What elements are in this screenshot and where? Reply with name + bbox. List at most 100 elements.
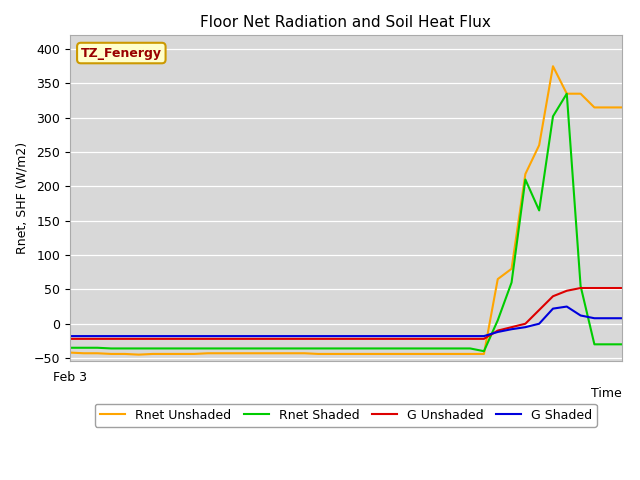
Rnet Unshaded: [314, 351, 322, 357]
Rnet Shaded: [190, 346, 198, 351]
G Shaded: [522, 324, 529, 330]
Rnet Unshaded: [121, 351, 129, 357]
G Shaded: [535, 321, 543, 326]
Rnet Shaded: [135, 346, 143, 351]
G Unshaded: [549, 293, 557, 299]
G Shaded: [204, 333, 212, 339]
Rnet Unshaded: [259, 350, 267, 356]
Line: Rnet Unshaded: Rnet Unshaded: [70, 66, 622, 355]
G Unshaded: [163, 336, 170, 342]
G Unshaded: [591, 285, 598, 291]
Rnet Unshaded: [618, 105, 626, 110]
Rnet Unshaded: [508, 266, 515, 272]
G Unshaded: [342, 336, 349, 342]
G Unshaded: [370, 336, 378, 342]
Line: G Shaded: G Shaded: [70, 307, 622, 336]
Rnet Unshaded: [370, 351, 378, 357]
G Shaded: [66, 333, 74, 339]
Rnet Unshaded: [467, 351, 474, 357]
G Unshaded: [397, 336, 405, 342]
Rnet Shaded: [508, 280, 515, 286]
Rnet Unshaded: [356, 351, 364, 357]
G Unshaded: [232, 336, 239, 342]
Rnet Unshaded: [591, 105, 598, 110]
G Shaded: [93, 333, 101, 339]
Rnet Shaded: [218, 346, 225, 351]
G Shaded: [452, 333, 460, 339]
Rnet Shaded: [301, 346, 308, 351]
Rnet Unshaded: [452, 351, 460, 357]
Legend: Rnet Unshaded, Rnet Shaded, G Unshaded, G Shaded: Rnet Unshaded, Rnet Shaded, G Unshaded, …: [95, 404, 597, 427]
Rnet Shaded: [163, 346, 170, 351]
G Shaded: [563, 304, 571, 310]
G Unshaded: [618, 285, 626, 291]
G Shaded: [108, 333, 115, 339]
G Shaded: [121, 333, 129, 339]
Rnet Unshaded: [245, 350, 253, 356]
G Shaded: [383, 333, 391, 339]
Rnet Unshaded: [218, 350, 225, 356]
G Shaded: [480, 333, 488, 339]
Rnet Unshaded: [148, 351, 156, 357]
G Shaded: [287, 333, 294, 339]
Rnet Unshaded: [549, 63, 557, 69]
G Shaded: [438, 333, 446, 339]
G Shaded: [232, 333, 239, 339]
G Shaded: [425, 333, 433, 339]
G Shaded: [494, 329, 502, 335]
Rnet Unshaded: [93, 350, 101, 356]
Rnet Shaded: [452, 346, 460, 351]
Rnet Unshaded: [301, 350, 308, 356]
G Shaded: [80, 333, 88, 339]
Rnet Shaded: [177, 346, 184, 351]
G Unshaded: [494, 328, 502, 334]
Rnet Shaded: [467, 346, 474, 351]
Rnet Shaded: [549, 113, 557, 119]
Rnet Shaded: [522, 177, 529, 182]
Rnet Shaded: [245, 346, 253, 351]
Rnet Shaded: [535, 207, 543, 213]
G Unshaded: [287, 336, 294, 342]
Rnet Unshaded: [494, 276, 502, 282]
G Shaded: [190, 333, 198, 339]
Rnet Unshaded: [163, 351, 170, 357]
Rnet Shaded: [232, 346, 239, 351]
Rnet Shaded: [287, 346, 294, 351]
G Shaded: [356, 333, 364, 339]
G Unshaded: [577, 285, 584, 291]
Rnet Shaded: [563, 91, 571, 96]
G Unshaded: [328, 336, 336, 342]
G Shaded: [577, 312, 584, 318]
G Unshaded: [411, 336, 419, 342]
Rnet Shaded: [204, 346, 212, 351]
G Shaded: [604, 315, 612, 321]
Rnet Shaded: [108, 346, 115, 351]
Rnet Shaded: [577, 283, 584, 289]
Rnet Shaded: [480, 348, 488, 354]
Rnet Unshaded: [135, 352, 143, 358]
G Shaded: [245, 333, 253, 339]
G Unshaded: [93, 336, 101, 342]
G Shaded: [397, 333, 405, 339]
G Unshaded: [177, 336, 184, 342]
G Unshaded: [259, 336, 267, 342]
G Unshaded: [245, 336, 253, 342]
G Shaded: [259, 333, 267, 339]
Rnet Unshaded: [480, 351, 488, 357]
G Unshaded: [604, 285, 612, 291]
Rnet Unshaded: [190, 351, 198, 357]
G Shaded: [591, 315, 598, 321]
Rnet Unshaded: [287, 350, 294, 356]
Rnet Unshaded: [563, 91, 571, 96]
Rnet Shaded: [93, 345, 101, 351]
Rnet Unshaded: [535, 142, 543, 148]
G Shaded: [467, 333, 474, 339]
G Unshaded: [535, 307, 543, 313]
G Shaded: [148, 333, 156, 339]
Rnet Unshaded: [108, 351, 115, 357]
Line: Rnet Shaded: Rnet Shaded: [70, 94, 622, 351]
G Shaded: [273, 333, 281, 339]
G Unshaded: [66, 336, 74, 342]
G Unshaded: [108, 336, 115, 342]
Rnet Unshaded: [425, 351, 433, 357]
